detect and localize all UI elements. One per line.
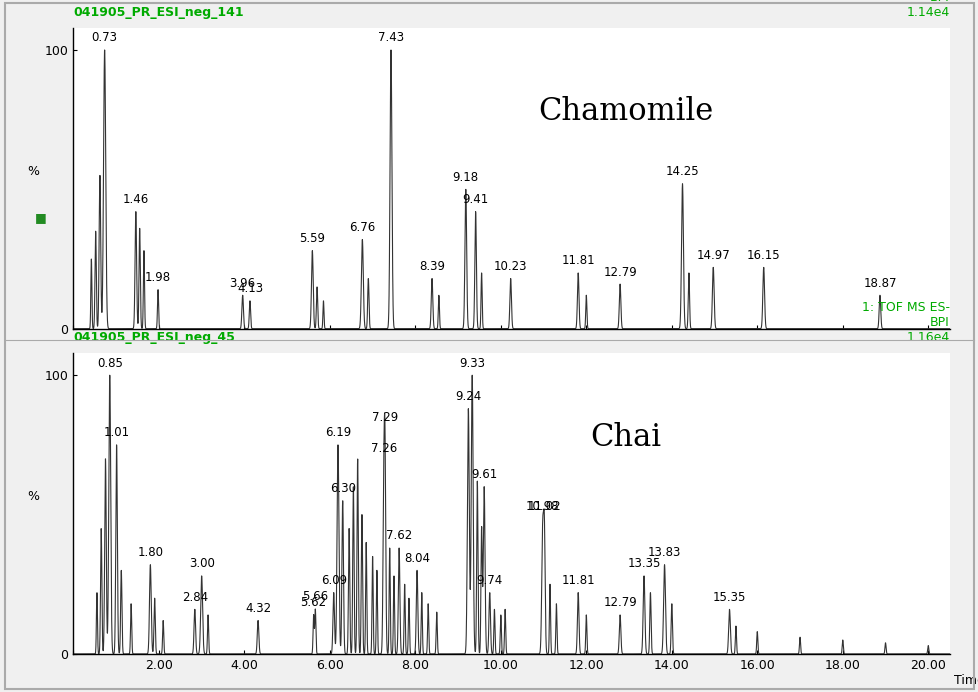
Text: 6.30: 6.30 (330, 482, 355, 495)
Text: 041905_PR_ESI_neg_141: 041905_PR_ESI_neg_141 (73, 6, 244, 19)
Text: 6.19: 6.19 (325, 426, 351, 439)
Text: 8.39: 8.39 (419, 260, 445, 273)
Text: 041905_PR_ESI_neg_45: 041905_PR_ESI_neg_45 (73, 331, 235, 344)
Text: 0.85: 0.85 (97, 356, 122, 370)
Text: 8.04: 8.04 (404, 552, 429, 565)
Text: 5.59: 5.59 (299, 232, 325, 245)
Text: 10.98: 10.98 (525, 500, 558, 513)
Text: 1.46: 1.46 (122, 193, 149, 206)
Text: 4.32: 4.32 (244, 602, 271, 615)
Text: 7.62: 7.62 (385, 529, 412, 543)
Text: 11.81: 11.81 (560, 574, 595, 587)
Text: 15.35: 15.35 (712, 591, 745, 603)
Text: 7.26: 7.26 (371, 442, 396, 455)
Text: 5.62: 5.62 (300, 596, 327, 609)
Text: 7.43: 7.43 (378, 31, 404, 44)
Text: 11.02: 11.02 (527, 500, 560, 513)
Text: 1.80: 1.80 (137, 546, 163, 559)
Text: ■: ■ (35, 212, 47, 224)
Text: 10.23: 10.23 (494, 260, 527, 273)
Text: 2.84: 2.84 (182, 591, 207, 604)
Text: 7.29: 7.29 (372, 410, 398, 424)
Text: 13.35: 13.35 (627, 557, 660, 570)
Text: Chai: Chai (590, 421, 660, 453)
Text: 4.13: 4.13 (237, 282, 263, 295)
Text: 1: TOF MS ES-
BPI
1.16e4: 1: TOF MS ES- BPI 1.16e4 (861, 301, 949, 344)
Text: 16.15: 16.15 (746, 249, 779, 262)
Text: 0.73: 0.73 (92, 31, 117, 44)
Text: 3.00: 3.00 (189, 557, 214, 570)
Text: 13.83: 13.83 (647, 546, 681, 559)
Text: Time: Time (953, 673, 978, 686)
Text: 6.76: 6.76 (349, 221, 376, 234)
Text: 9.18: 9.18 (452, 171, 478, 184)
Text: 9.24: 9.24 (455, 390, 481, 403)
Text: 6.09: 6.09 (321, 574, 346, 587)
Text: 3.96: 3.96 (230, 277, 255, 290)
Y-axis label: %: % (27, 165, 39, 179)
Text: 1: TOF MS ES-
BPI
1.14e4: 1: TOF MS ES- BPI 1.14e4 (861, 0, 949, 19)
Text: 9.74: 9.74 (476, 574, 503, 587)
Text: 11.81: 11.81 (560, 255, 595, 267)
Text: 18.87: 18.87 (863, 277, 896, 290)
Text: 12.79: 12.79 (602, 266, 637, 279)
Text: 9.61: 9.61 (470, 468, 497, 481)
Text: Chamomile: Chamomile (537, 96, 712, 127)
Text: 5.66: 5.66 (302, 590, 328, 603)
Text: 14.25: 14.25 (665, 165, 698, 179)
Text: 9.41: 9.41 (462, 193, 488, 206)
Text: 14.97: 14.97 (695, 249, 730, 262)
Text: 1.01: 1.01 (104, 426, 129, 439)
Y-axis label: %: % (27, 491, 39, 504)
Text: 1.98: 1.98 (145, 271, 171, 284)
Text: 12.79: 12.79 (602, 597, 637, 610)
Text: 9.33: 9.33 (459, 356, 485, 370)
